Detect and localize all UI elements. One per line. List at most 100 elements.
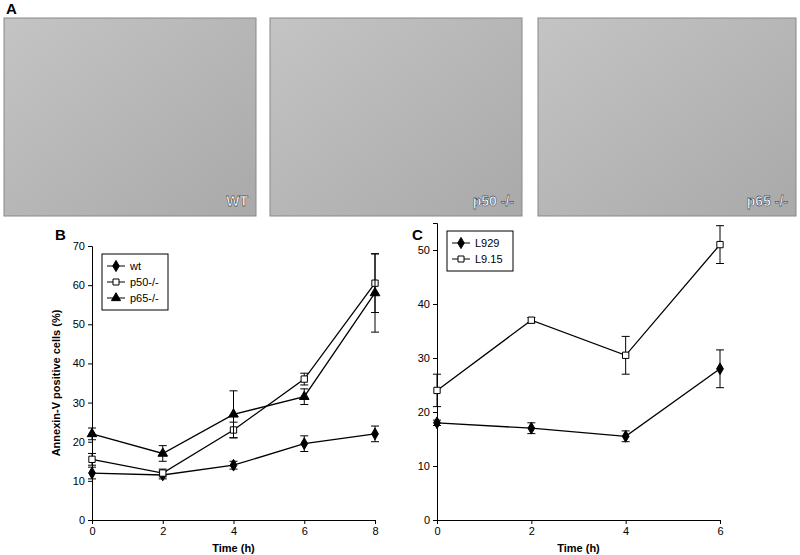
tick-label: 10 (418, 460, 430, 472)
tick-label: 4 (231, 525, 237, 537)
error-cap (159, 445, 167, 446)
tick-mark (88, 363, 92, 364)
error-cap (371, 426, 379, 427)
tick-label: 50 (73, 318, 85, 330)
legend-box (447, 231, 513, 271)
x-axis: 0246 (434, 520, 723, 537)
marker (160, 470, 166, 476)
legend-marker (458, 237, 464, 248)
legend-label: p65-/- (130, 292, 159, 304)
error-cap (433, 374, 441, 375)
tick-label: 20 (73, 436, 85, 448)
error-cap (300, 373, 308, 374)
error-cap (622, 336, 630, 337)
tick-label: 40 (418, 298, 430, 310)
tick-mark (433, 466, 437, 467)
error-bar (230, 391, 238, 438)
tick: 30 (73, 397, 92, 409)
tick-label: 6 (717, 525, 723, 537)
tick-mark (88, 285, 92, 286)
marker (230, 459, 237, 471)
axis-line (433, 224, 438, 521)
y-axis: 010203040506070 (73, 240, 93, 526)
tick: 2 (529, 520, 535, 537)
figure: AWTp50 -/-p65 -/-B02468010203040506070Ti… (0, 0, 800, 555)
plot-area (87, 254, 380, 481)
error-bar (622, 431, 630, 442)
micrograph: WT (4, 18, 256, 216)
tick-label: 10 (73, 475, 85, 487)
tick-label: 70 (73, 240, 85, 252)
tick-label: 0 (424, 514, 430, 526)
marker (159, 469, 166, 481)
panel-label: A (6, 0, 17, 17)
tick-label: 30 (418, 352, 430, 364)
series-line (92, 293, 375, 453)
tick: 50 (73, 318, 92, 330)
legend-marker (113, 279, 119, 285)
marker (434, 387, 440, 393)
image-area (270, 18, 522, 216)
tick: 10 (418, 460, 437, 472)
marker (301, 438, 308, 450)
tick-label: 8 (372, 525, 378, 537)
tick-mark (433, 304, 437, 305)
legend-marker (113, 260, 119, 271)
tick: 4 (231, 520, 237, 537)
tick-label: 40 (73, 357, 85, 369)
error-bar (716, 226, 724, 264)
legend: wtp50-/-p65-/- (102, 254, 168, 310)
tick: 2 (160, 520, 166, 537)
marker (229, 409, 239, 417)
error-cap (230, 390, 238, 391)
legend-label: p50-/- (130, 276, 159, 288)
tick-label: 60 (73, 279, 85, 291)
marker (158, 448, 168, 456)
tick-mark (88, 520, 92, 521)
tick: 20 (418, 406, 437, 418)
error-cap (716, 263, 724, 264)
series-line (437, 369, 720, 437)
tick: 0 (89, 520, 95, 537)
x-axis: 0 2 4 6 8 (89, 520, 378, 537)
error-bar (433, 374, 441, 406)
tick: 40 (73, 357, 92, 369)
tick: 30 (418, 352, 437, 364)
tick-mark (433, 412, 437, 413)
error-cap (371, 253, 379, 254)
tick: 10 (73, 475, 92, 487)
tick-mark (88, 324, 92, 325)
tick-mark (163, 520, 164, 524)
legend: L929L9.15 (447, 231, 513, 271)
marker (717, 363, 724, 375)
micrograph: p65 -/- (538, 18, 796, 216)
error-bar (88, 428, 96, 440)
plot-area (433, 226, 724, 442)
chart: B02468010203040506070Time (h)Annexin-V p… (50, 226, 380, 554)
legend-box (102, 254, 168, 310)
error-bar (88, 467, 96, 479)
marker (299, 391, 309, 399)
error-cap (716, 349, 724, 350)
error-cap (371, 253, 379, 254)
error-cap (622, 374, 630, 375)
axis-line (93, 521, 376, 525)
tick-label: 6 (302, 525, 308, 537)
tick-mark (531, 520, 532, 524)
tick: 6 (302, 520, 308, 537)
error-cap (300, 388, 308, 389)
axis-line (438, 521, 721, 525)
error-cap (230, 437, 238, 438)
tick-mark (433, 520, 437, 521)
tick-label: 20 (418, 406, 430, 418)
error-cap (371, 441, 379, 442)
series-line (92, 283, 375, 473)
tick: 70 (73, 240, 92, 252)
tick-mark (375, 520, 376, 524)
error-bar (159, 469, 167, 477)
error-bar (371, 254, 379, 332)
chart: C024601020304050Time (h)L929L9.15 (412, 224, 724, 555)
error-cap (716, 387, 724, 388)
error-bar (300, 389, 308, 405)
marker (434, 417, 441, 429)
